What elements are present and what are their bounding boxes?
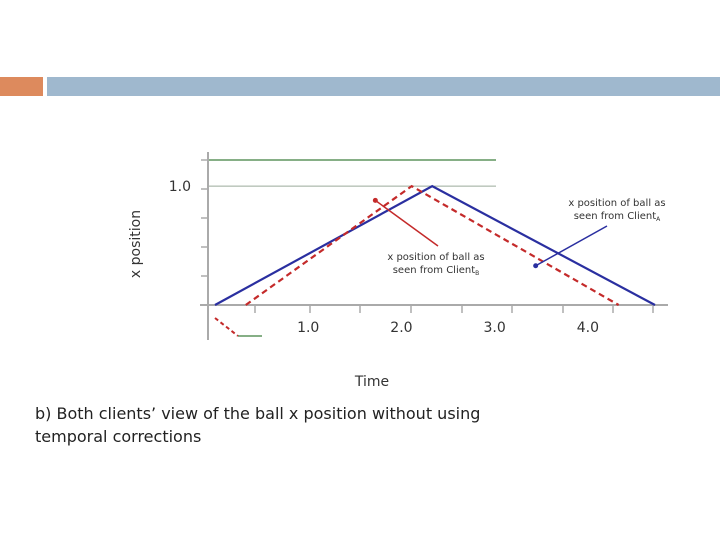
x-tick-label-2: 2.0 [390,320,412,336]
x-tick-label-1: 1.0 [297,320,319,336]
x-axis-label: Time [354,374,389,390]
series-clientB-line [245,184,620,306]
annotation-client-b-line2: seen from ClientB [393,265,480,277]
legend-mark-clientB [214,317,239,337]
reference-lines [207,159,496,187]
series-group [214,184,656,306]
leader-clientA-dot [533,263,539,269]
annotation-client-b-line1: x position of ball as [387,252,484,263]
annotation-client-a-line1: x position of ball as [568,198,665,209]
x-tick-label-4: 4.0 [577,320,599,336]
leader-clientA [535,225,608,267]
series-clientA-line [214,184,656,306]
header-accent-bar [0,77,43,96]
legend-marks [214,317,262,337]
y-tick-label-1: 1.0 [169,179,191,195]
slide-caption: b) Both clients’ view of the ball x posi… [35,404,481,446]
axes: 1.0 2.0 3.0 4.0 1.0 [169,152,668,340]
leader-clientB [374,199,439,247]
annotation-leaders [372,197,608,269]
header-band [47,77,720,96]
y-axis-label: x position [128,210,144,278]
x-tick-label-3: 3.0 [484,320,506,336]
annotation-client-a-line2: seen from ClientA [574,211,661,223]
leader-clientB-dot [372,197,378,203]
